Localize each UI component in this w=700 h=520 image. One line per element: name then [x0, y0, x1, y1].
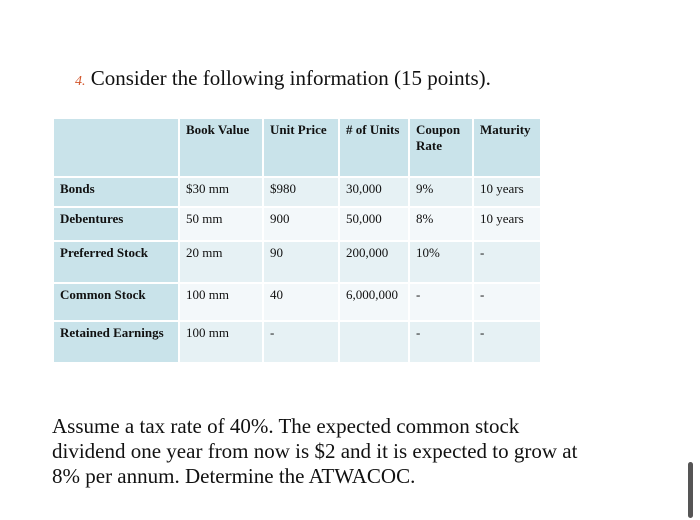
- heading: 4. Consider the following information (1…: [75, 66, 491, 91]
- table-cell: $30 mm: [178, 176, 264, 208]
- header-cell: [52, 117, 180, 178]
- table-row: Retained Earnings 100 mm - - -: [52, 320, 542, 364]
- row-label: Preferred Stock: [52, 240, 180, 284]
- header-cell: # of Units: [338, 117, 410, 178]
- table-cell: -: [408, 320, 474, 364]
- paragraph-line: dividend one year from now is $2 and it …: [52, 439, 578, 463]
- table-cell: 900: [262, 206, 340, 242]
- table-cell: [338, 320, 410, 364]
- table-cell: -: [472, 240, 542, 284]
- table-cell: 6,000,000: [338, 282, 410, 322]
- table-cell: 10 years: [472, 206, 542, 242]
- header-row: Book Value Unit Price # of Units Coupon Rat…: [52, 117, 542, 178]
- scrollbar[interactable]: [688, 462, 693, 518]
- table-cell: 9%: [408, 176, 474, 208]
- table-row: Debentures 50 mm 900 50,000 8% 10 years: [52, 206, 542, 242]
- table-cell: 10%: [408, 240, 474, 284]
- table-cell: 30,000: [338, 176, 410, 208]
- row-label: Retained Earnings: [52, 320, 180, 364]
- table-cell: -: [472, 282, 542, 322]
- heading-text: Consider the following information (15 p…: [90, 66, 491, 90]
- table-row: Preferred Stock 20 mm 90 200,000 10% -: [52, 240, 542, 284]
- table-cell: 90: [262, 240, 340, 284]
- table-row: Bonds $30 mm $980 30,000 9% 10 years: [52, 176, 542, 208]
- header-cell: Maturity: [472, 117, 542, 178]
- table-cell: 8%: [408, 206, 474, 242]
- question-number: 4.: [75, 74, 86, 89]
- paragraph-line: 8% per annum. Determine the ATWACOC.: [52, 464, 416, 488]
- table-row: Common Stock 100 mm 40 6,000,000- -: [52, 282, 542, 322]
- table-cell: 100 mm: [178, 282, 264, 322]
- table-cell: 50 mm: [178, 206, 264, 242]
- row-label: Common Stock: [52, 282, 180, 322]
- row-label: Bonds: [52, 176, 180, 208]
- table-cell: 200,000: [338, 240, 410, 284]
- header-cell: Unit Price: [262, 117, 340, 178]
- table-cell: -: [262, 320, 340, 364]
- table-cell: 100 mm: [178, 320, 264, 364]
- header-cell: Coupon Rate: [408, 117, 474, 178]
- header-cell: Book Value: [178, 117, 264, 178]
- data-table: Book Value Unit Price # of Units Coupon Rat…: [52, 117, 542, 364]
- table-cell: 40: [262, 282, 340, 322]
- paragraph-line: Assume a tax rate of 40%. The expected c…: [52, 414, 520, 438]
- table-cell: -: [472, 320, 542, 364]
- table-cell: 20 mm: [178, 240, 264, 284]
- table-cell: 10 years: [472, 176, 542, 208]
- paragraph: Assume a tax rate of 40%. The expected c…: [52, 414, 577, 489]
- table-cell: $980: [262, 176, 340, 208]
- table-cell: 50,000: [338, 206, 410, 242]
- row-label: Debentures: [52, 206, 180, 242]
- table-cell: -: [408, 282, 474, 322]
